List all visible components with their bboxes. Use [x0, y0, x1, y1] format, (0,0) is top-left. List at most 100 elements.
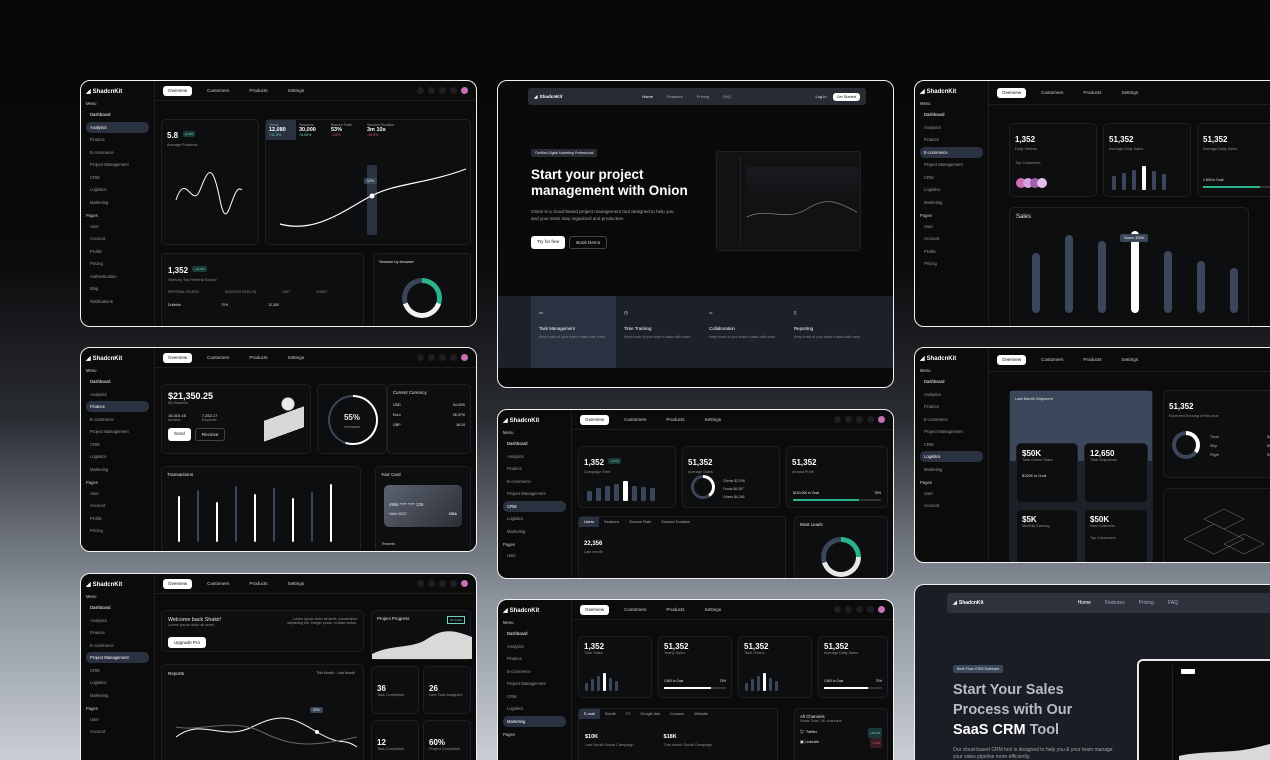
- sidebar-item-notifications[interactable]: Notifications: [90, 298, 113, 304]
- sidebar-item-dashboard[interactable]: Dashboard: [90, 112, 111, 117]
- receive-button[interactable]: Receive: [194, 428, 226, 441]
- send-button[interactable]: Send: [168, 428, 191, 441]
- tab-sessions[interactable]: Sessions: [603, 520, 620, 524]
- sidebar-item-authentication[interactable]: Authentication: [90, 273, 117, 279]
- tab-overview[interactable]: Overview: [580, 414, 610, 425]
- message-icon[interactable]: [428, 580, 435, 587]
- tab-website[interactable]: Website: [694, 712, 708, 716]
- tab-settings[interactable]: Settings: [287, 88, 305, 93]
- tab-overview[interactable]: Overview: [163, 578, 193, 589]
- tab-products[interactable]: Products: [249, 88, 268, 93]
- sidebar-item-ecommerce[interactable]: E-commerce: [90, 642, 114, 648]
- views-stat[interactable]: Views 12,080 +11.3%: [266, 120, 296, 140]
- tab-customers[interactable]: Customers: [624, 417, 647, 422]
- upgrade-button[interactable]: Upgrade Pro: [168, 637, 207, 648]
- sidebar-item-crm[interactable]: CRM: [503, 500, 566, 512]
- sidebar-item-marketing[interactable]: Marketing: [90, 199, 109, 205]
- sidebar-item-account[interactable]: Account: [924, 236, 940, 241]
- sidebar-item-profile[interactable]: Profile: [924, 248, 936, 254]
- sidebar-item-user[interactable]: User: [90, 716, 99, 722]
- nav-features[interactable]: Features: [1104, 600, 1125, 606]
- channel-row[interactable]: ▣ LinkedIn -2.5%: [800, 738, 882, 748]
- sidebar-item-finance[interactable]: Finance: [924, 404, 939, 409]
- tab-products[interactable]: Products: [249, 355, 268, 360]
- tab-overview[interactable]: Overview: [997, 354, 1027, 365]
- bell-icon[interactable]: [867, 606, 874, 613]
- tab-customers[interactable]: Customers: [1041, 357, 1064, 362]
- tab-google-ads[interactable]: Google Ads: [640, 712, 661, 716]
- settings-icon[interactable]: [856, 416, 863, 423]
- tab-courses[interactable]: Courses: [670, 712, 685, 716]
- tab-customers[interactable]: Customers: [624, 607, 647, 612]
- settings-icon[interactable]: [439, 87, 446, 94]
- tab-products[interactable]: Products: [249, 581, 268, 586]
- tab-email[interactable]: E-mail: [579, 709, 600, 719]
- bounce-stat[interactable]: Bounce Rate 53% -1.6%: [328, 120, 364, 140]
- sidebar-item-account[interactable]: Account: [90, 729, 106, 734]
- tab-customers[interactable]: Customers: [207, 581, 230, 586]
- sidebar-item-profile[interactable]: Profile: [90, 515, 102, 521]
- nav-faq[interactable]: FAQ: [1167, 600, 1178, 606]
- tab-settings[interactable]: Settings: [1121, 357, 1139, 362]
- sidebar-item-account[interactable]: Account: [90, 503, 106, 508]
- get-started-button[interactable]: Get Started: [832, 92, 860, 101]
- tab-tv[interactable]: TV: [625, 712, 631, 716]
- tab-seedit[interactable]: Seedit: [604, 712, 616, 716]
- sidebar-item-analytics[interactable]: Analytics: [507, 643, 524, 649]
- sidebar-item-crm[interactable]: CRM: [90, 667, 100, 673]
- settings-icon[interactable]: [439, 354, 446, 361]
- tab-settings[interactable]: Settings: [287, 581, 305, 586]
- sidebar-item-analytics[interactable]: Analytics: [924, 124, 941, 130]
- sidebar-item-crm[interactable]: CRM: [924, 441, 934, 447]
- nav-home[interactable]: Home: [1077, 600, 1091, 606]
- table-row[interactable]: Dribbble 70% 12,350: [168, 303, 357, 307]
- tab-users[interactable]: Users: [579, 517, 599, 527]
- search-icon[interactable]: [417, 354, 424, 361]
- sidebar-item-crm[interactable]: CRM: [90, 441, 100, 447]
- sidebar-item-analytics[interactable]: Analytics: [90, 617, 107, 623]
- channel-row[interactable]: 🐦︎ Twitter +18.4%: [800, 728, 882, 738]
- bell-icon[interactable]: [450, 580, 457, 587]
- avatar[interactable]: [878, 606, 885, 613]
- sidebar-item-dashboard[interactable]: Dashboard: [507, 441, 528, 446]
- sidebar-item-finance[interactable]: Finance: [90, 137, 105, 142]
- sidebar-item-logistics[interactable]: Logistics: [507, 516, 524, 521]
- sidebar-item-project-management[interactable]: Project Management: [90, 429, 129, 434]
- sidebar-item-marketing[interactable]: Marketing: [90, 692, 109, 698]
- sidebar-item-user[interactable]: User: [924, 490, 933, 496]
- search-icon[interactable]: [417, 87, 424, 94]
- sidebar-item-ecommerce[interactable]: E-commerce: [507, 668, 531, 674]
- tab-products[interactable]: Products: [1083, 357, 1102, 362]
- tab-overview[interactable]: Overview: [163, 352, 193, 363]
- sidebar-item-project-management[interactable]: Project Management: [90, 162, 129, 167]
- book-demo-button[interactable]: Book Demo: [569, 236, 608, 249]
- sidebar-item-finance[interactable]: Finance: [90, 630, 105, 635]
- sidebar-item-dashboard[interactable]: Dashboard: [924, 112, 945, 117]
- sidebar-item-dashboard[interactable]: Dashboard: [90, 605, 111, 610]
- sidebar-item-logistics[interactable]: Logistics: [507, 706, 524, 711]
- sidebar-item-user[interactable]: User: [90, 490, 99, 496]
- bell-icon[interactable]: [867, 416, 874, 423]
- try-free-button[interactable]: Try for free: [531, 236, 566, 249]
- sidebar-item-pricing[interactable]: Pricing: [90, 261, 103, 266]
- sidebar-item-account[interactable]: Account: [90, 236, 106, 241]
- settings-icon[interactable]: [856, 606, 863, 613]
- nav-pricing[interactable]: Pricing: [696, 94, 709, 99]
- sidebar-item-ecommerce[interactable]: E-commerce: [920, 146, 983, 158]
- tab-settings[interactable]: Settings: [287, 355, 305, 360]
- sidebar-item-finance[interactable]: Finance: [507, 466, 522, 471]
- tab-customers[interactable]: Customers: [207, 355, 230, 360]
- sidebar-item-account[interactable]: Account: [924, 503, 940, 508]
- bell-icon[interactable]: [450, 87, 457, 94]
- sidebar-item-crm[interactable]: CRM: [507, 693, 517, 699]
- sidebar-item-profile[interactable]: Profile: [90, 248, 102, 254]
- sidebar-item-crm[interactable]: CRM: [924, 174, 934, 180]
- sidebar-item-marketing[interactable]: Marketing: [503, 715, 566, 727]
- credit-card[interactable]: 4556 **** **** 236 Valid 02/27 VISA: [384, 485, 462, 527]
- sidebar-item-user[interactable]: User: [924, 223, 933, 229]
- nav-faq[interactable]: FAQ: [722, 94, 731, 99]
- sidebar-item-logistics[interactable]: Logistics: [90, 680, 107, 685]
- sidebar-item-dashboard[interactable]: Dashboard: [507, 631, 528, 636]
- tab-products[interactable]: Products: [666, 417, 685, 422]
- sidebar-item-ecommerce[interactable]: E-commerce: [924, 416, 948, 422]
